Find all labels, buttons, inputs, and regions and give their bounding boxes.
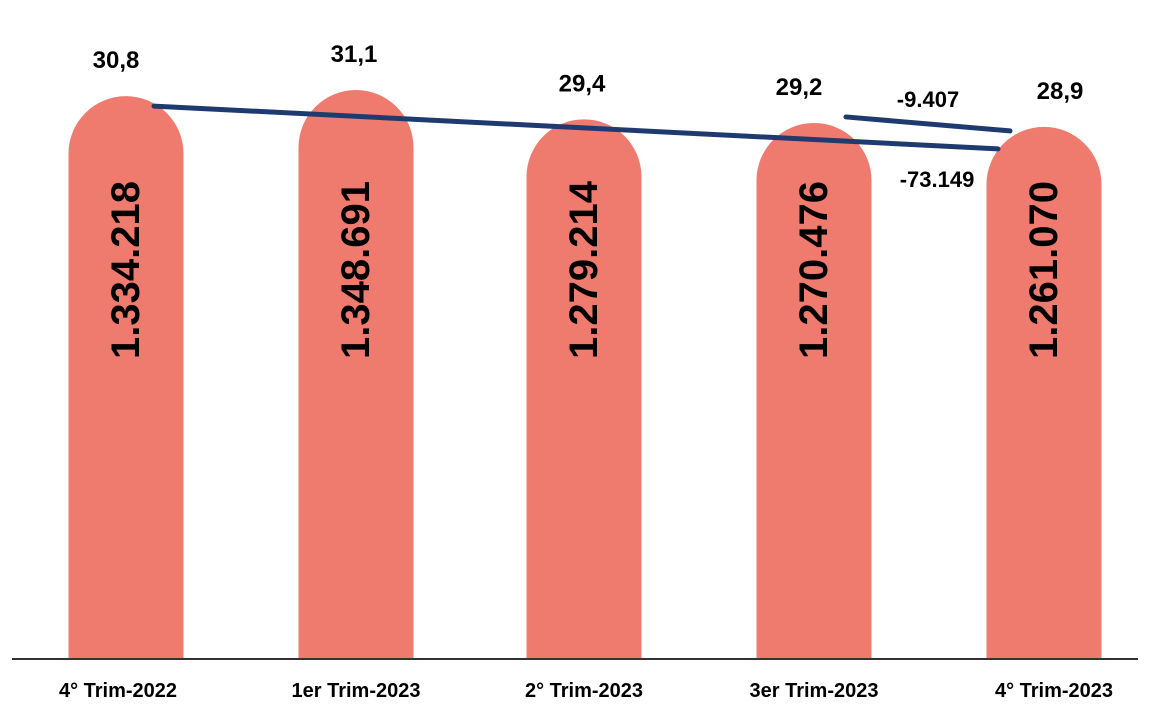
top-label: 29,4 — [559, 70, 606, 97]
bar — [756, 122, 872, 658]
bar-value-label: 1.348.691 — [334, 181, 378, 359]
x-tick-label: 1er Trim-2023 — [292, 680, 421, 702]
bar-value-label: 1.279.214 — [562, 180, 606, 359]
top-label: 28,9 — [1037, 78, 1084, 105]
x-tick-label: 3er Trim-2023 — [750, 680, 879, 702]
bar-value-label: 1.270.476 — [792, 181, 836, 359]
bar-value-label: 1.334.218 — [104, 181, 148, 359]
top-label: 30,8 — [93, 47, 140, 74]
bar-value-label: 1.261.070 — [1022, 181, 1066, 359]
annotation-short-change: -9.407 — [897, 87, 959, 112]
annotations-group: -9.407 -73.149 — [897, 87, 975, 192]
x-tick-label: 2° Trim-2023 — [525, 680, 643, 702]
trend-lines-group — [151, 103, 1013, 152]
bars-group — [68, 89, 1102, 659]
top-label: 29,2 — [776, 74, 823, 101]
trend-line-short — [843, 114, 1013, 134]
x-tick-label: 4° Trim-2023 — [995, 680, 1113, 702]
top-labels-group: 30,8 31,1 29,4 29,2 28,9 — [93, 41, 1084, 105]
bar — [298, 89, 414, 658]
trend-line-long — [151, 103, 1001, 152]
top-label: 31,1 — [331, 41, 378, 68]
bar — [68, 96, 184, 659]
bar-value-labels-group: 1.334.218 1.348.691 1.279.214 1.270.476 1.26… — [104, 180, 1066, 359]
x-tick-labels-group: 4° Trim-2022 1er Trim-2023 2° Trim-2023 3er… — [59, 680, 1113, 702]
annotation-long-change: -73.149 — [900, 167, 975, 192]
bar — [986, 126, 1102, 659]
x-tick-label: 4° Trim-2022 — [59, 680, 177, 702]
bar — [526, 119, 642, 658]
